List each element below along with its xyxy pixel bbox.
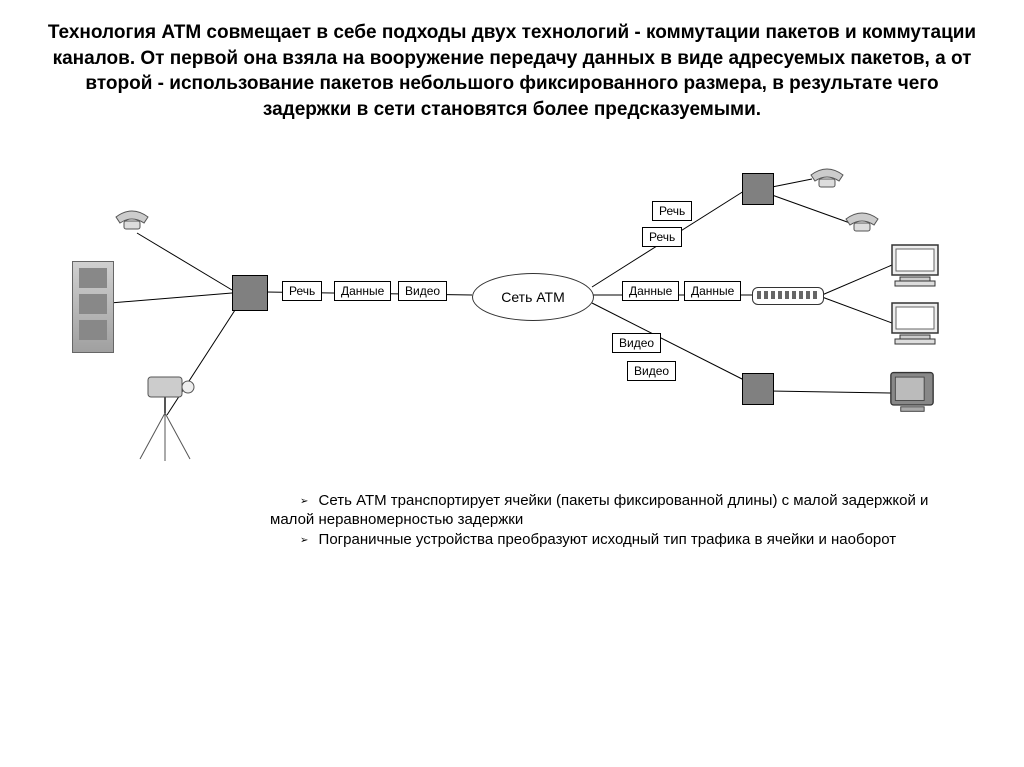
tv-icon (887, 369, 937, 414)
server-icon (72, 261, 114, 353)
label-data-r2: Данные (684, 281, 741, 301)
label-data-r1: Данные (622, 281, 679, 301)
camera-icon (132, 373, 202, 463)
bullet-list: ➢ Сеть ATM транспортирует ячейки (пакеты… (270, 491, 950, 550)
switch-icon (752, 287, 824, 305)
diagram-canvas: Сеть ATMРечьДанныеВидеоРечьРечьДанныеДан… (52, 143, 972, 483)
monitor-icon (890, 301, 940, 346)
label-video-br2: Видео (627, 361, 676, 381)
label-speech-tr1: Речь (652, 201, 692, 221)
node-left (232, 275, 268, 311)
phone-icon (842, 205, 882, 233)
page-title: Технология ATM совмещает в себе подходы … (40, 20, 984, 123)
label-data-left: Данные (334, 281, 391, 301)
center-ellipse: Сеть ATM (472, 273, 594, 321)
node-bottom-right (742, 373, 774, 405)
label-video-left: Видео (398, 281, 447, 301)
bullet-item: ➢ Сеть ATM транспортирует ячейки (пакеты… (270, 491, 950, 530)
monitor-icon (890, 243, 940, 288)
phone-icon (807, 161, 847, 189)
label-video-br1: Видео (612, 333, 661, 353)
label-speech-left: Речь (282, 281, 322, 301)
phone-icon (112, 203, 152, 231)
bullet-item: ➢ Пограничные устройства преобразуют исх… (270, 530, 950, 550)
label-speech-tr2: Речь (642, 227, 682, 247)
node-top-right (742, 173, 774, 205)
